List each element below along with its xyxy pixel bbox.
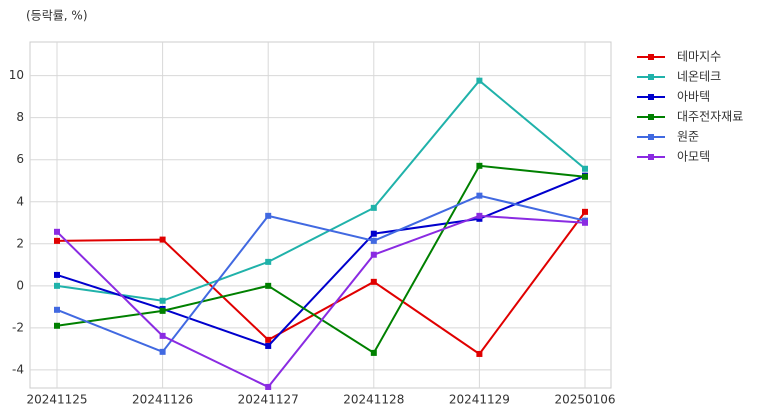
point-marker <box>370 204 377 211</box>
point-marker <box>159 297 166 304</box>
point-marker <box>476 212 483 219</box>
y-tick-label: 10 <box>9 68 24 82</box>
point-marker <box>54 271 60 278</box>
y-tick-label: -2 <box>12 320 24 334</box>
point-marker <box>159 332 166 339</box>
point-marker <box>476 192 483 199</box>
legend-label: 네온테크 <box>677 70 721 84</box>
point-marker <box>370 278 377 285</box>
legend-label: 테마지수 <box>677 50 721 64</box>
x-tick-label: 20241127 <box>238 393 299 407</box>
y-axis-label: (등락률, %) <box>26 9 88 23</box>
legend-label: 아바텍 <box>677 90 710 104</box>
y-tick-label: 2 <box>16 236 24 250</box>
legend-marker <box>648 114 654 120</box>
series-line <box>56 164 586 355</box>
legend-marker <box>648 154 654 160</box>
x-tick-label: 20241126 <box>132 393 193 407</box>
point-marker <box>265 258 272 265</box>
point-marker <box>370 251 377 258</box>
legend-label: 아모텍 <box>677 150 710 164</box>
point-marker <box>159 348 166 355</box>
point-marker <box>159 236 166 243</box>
legend-marker <box>648 94 654 100</box>
point-marker <box>476 350 483 357</box>
point-marker <box>582 208 588 215</box>
legend-label: 대주전자재료 <box>677 110 743 124</box>
point-marker <box>476 77 483 84</box>
point-marker <box>54 322 60 329</box>
series-line <box>56 79 586 302</box>
y-tick-label: 4 <box>16 194 24 208</box>
point-marker <box>476 162 483 169</box>
legend-marker <box>648 54 654 60</box>
plot-area <box>29 41 612 389</box>
y-tick-label: -4 <box>12 362 24 376</box>
point-marker <box>265 212 272 219</box>
point-marker <box>265 336 272 343</box>
x-tick-label: 20241129 <box>449 393 510 407</box>
series-line <box>56 174 586 348</box>
y-tick-label: 0 <box>16 278 24 292</box>
point-marker <box>54 228 60 235</box>
legend-marker <box>648 134 654 140</box>
point-marker <box>370 349 377 356</box>
point-marker <box>582 219 588 226</box>
legend-label: 원준 <box>677 130 699 144</box>
point-marker <box>159 307 166 314</box>
point-marker <box>54 282 60 289</box>
x-tick-label: 20241128 <box>343 393 404 407</box>
legend-marker <box>648 74 654 80</box>
point-marker <box>54 306 60 313</box>
point-marker <box>582 165 588 172</box>
point-marker <box>370 237 377 244</box>
point-marker <box>265 342 272 349</box>
series-line <box>56 211 586 356</box>
y-tick-label: 8 <box>16 110 24 124</box>
x-tick-label: 20250106 <box>554 393 615 407</box>
point-marker <box>265 383 272 390</box>
point-marker <box>54 237 60 244</box>
point-marker <box>265 282 272 289</box>
y-tick-label: 6 <box>16 152 24 166</box>
x-tick-label: 20241125 <box>26 393 87 407</box>
point-marker <box>370 230 377 237</box>
point-marker <box>582 173 588 180</box>
series-line <box>56 194 586 354</box>
series-line <box>56 214 586 389</box>
